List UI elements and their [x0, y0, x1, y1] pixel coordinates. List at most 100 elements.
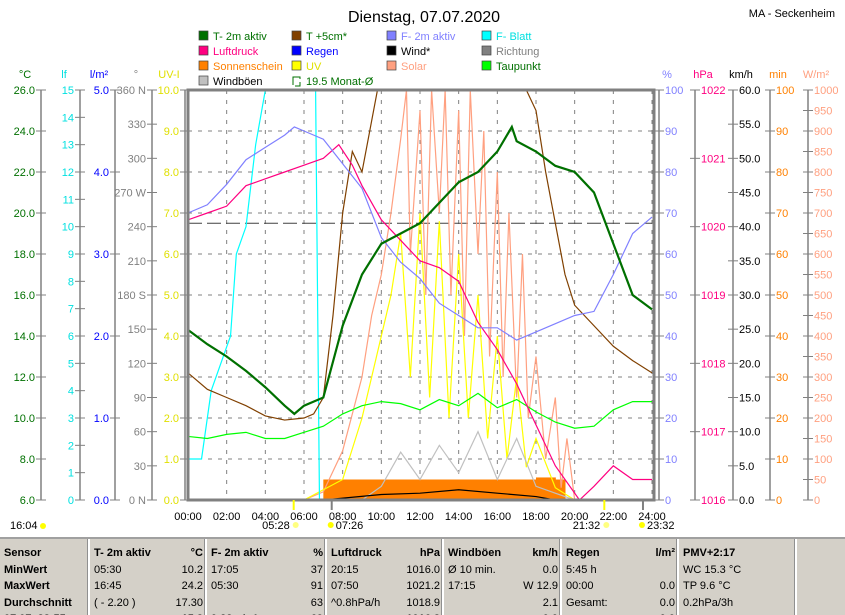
axis-unit-label: lf	[61, 69, 67, 81]
axis-tick-label: 1.0	[164, 454, 179, 466]
x-tick-label: 14:00	[445, 511, 473, 523]
sun-icon	[603, 522, 610, 528]
cell-value: 1016.0	[406, 563, 440, 576]
x-tick-label: 16:00	[484, 511, 512, 523]
table-column	[795, 539, 845, 615]
cell-value: 69	[311, 611, 323, 615]
series-sonnenschein-bar	[400, 479, 421, 500]
table-cell: 9.83 g/m³ 69	[211, 611, 323, 615]
cell-value: 91	[310, 580, 323, 592]
axis-tick-label: 30	[665, 372, 677, 384]
legend-label: F- 2m aktiv	[401, 31, 456, 43]
axis-tick-label: 1021	[701, 153, 725, 165]
axis-tick-label: 5	[68, 358, 74, 370]
axis-tick-label: 50	[776, 290, 788, 302]
cell-label: Luftdruck	[331, 547, 382, 559]
legend-swatch	[291, 45, 302, 56]
cell-value: 63	[310, 596, 323, 609]
axis-tick-label: 450	[814, 311, 832, 323]
legend-label: T +5cm*	[306, 31, 348, 43]
legend-label: Richtung	[496, 46, 539, 58]
legend-swatch	[386, 30, 397, 41]
table-cell: 15.3	[94, 611, 203, 615]
axis-tick-label: 20	[665, 413, 677, 425]
cell-value: 0.0	[659, 580, 675, 592]
table-cell: 17:15 W 12.9	[448, 578, 558, 594]
table-cell: 0.0	[566, 611, 675, 615]
axis-unit-label: min	[769, 69, 787, 81]
axis-tick-label: 1020	[701, 222, 725, 234]
legend-label: Luftdruck	[213, 46, 259, 58]
table-cell: MaxWert	[4, 578, 84, 594]
table-cell: 16:45 24.2	[94, 578, 203, 594]
cell-value: %	[313, 547, 323, 559]
series-uv-line	[188, 212, 652, 500]
axis-unit-label: hPa	[693, 69, 713, 81]
axis-tick-label: 1018	[701, 358, 725, 370]
axis-tick-label: 50.0	[739, 153, 760, 165]
legend-label: Windböen	[213, 76, 263, 88]
axis-tick-label: 90	[665, 126, 677, 138]
axis-tick-label: 20.0	[739, 358, 760, 370]
cell-label: 17:15	[448, 580, 476, 592]
table-cell: 2.1	[448, 595, 558, 611]
axis-tick-label: 7	[68, 304, 74, 316]
x-tick-label: 12:00	[406, 511, 434, 523]
axis-tick-label: 6	[68, 331, 74, 343]
series-sonnenschein-bar	[362, 479, 382, 500]
table-cell: MinWert	[4, 562, 84, 578]
series-t-2m-aktiv-line	[188, 124, 653, 416]
axis-tick-label: 26.0	[14, 85, 35, 97]
legend-label: Sonnenschein	[213, 61, 283, 73]
x-tick-label: 18:00	[522, 511, 550, 523]
cell-label: Windböen	[448, 547, 502, 559]
series-luftdruck-line	[188, 143, 652, 500]
axis-tick-label: 100	[665, 85, 683, 97]
axis-tick-label: 0	[814, 495, 820, 507]
axis-tick-label: 13	[62, 140, 74, 152]
axis-tick-label: 3.0	[94, 249, 109, 261]
axis-tick-label: 1	[68, 468, 74, 480]
cell-value: 1016.3	[406, 611, 440, 615]
cell-label: F- 2m aktiv	[211, 547, 269, 559]
x-tick-label: 20:00	[561, 511, 589, 523]
axis-tick-label: 0	[665, 495, 671, 507]
axis-tick-label: 10.0	[739, 427, 760, 439]
legend-label: UV	[306, 61, 322, 73]
axis-tick-label: 35.0	[739, 256, 760, 268]
cell-value: 2.1	[542, 596, 558, 609]
table-cell: 1016.3	[331, 611, 440, 615]
axis-tick-label: 300	[128, 153, 146, 165]
table-column: Sensor MinWert MaxWert Durchschnitt 07.07. 2…	[0, 539, 88, 615]
axis-tick-label: 0	[776, 495, 782, 507]
axis-tick-label: 1022	[701, 85, 725, 97]
sunrise-time: 05:28	[262, 520, 290, 532]
axis-tick-label: 0.0	[739, 495, 754, 507]
series-t-5cm-line	[188, 90, 653, 421]
legend-swatch	[291, 30, 302, 41]
axis-tick-label: 1.0	[94, 413, 109, 425]
legend-swatch	[481, 30, 492, 41]
cell-label: 17:05	[211, 563, 239, 576]
axis-tick-label: 250	[814, 393, 832, 405]
legend-swatch	[198, 30, 209, 41]
cell-label: 20:15	[331, 563, 359, 576]
axis-tick-label: 7.0	[164, 208, 179, 220]
axis-tick-label: 180 S	[117, 290, 146, 302]
chart-title: Dienstag, 07.07.2020	[348, 9, 500, 26]
axis-tick-label: 3	[68, 413, 74, 425]
table-cell: 5:45 h	[566, 562, 675, 578]
series-sonnenschein-bar	[439, 479, 460, 500]
axis-tick-label: 60	[665, 249, 677, 261]
axis-tick-label: 6.0	[164, 249, 179, 261]
axis-unit-label: %	[662, 69, 672, 81]
table-cell: Durchschnitt	[4, 595, 84, 611]
table-column: F- 2m aktiv% 17:05 37 05:30 91 63 9.83 g/m³ 69	[205, 539, 327, 615]
axis-unit-label: km/h	[729, 69, 753, 81]
x-tick-label: 24:00	[638, 511, 666, 523]
axis-tick-label: 12.0	[14, 372, 35, 384]
cell-label: Regen	[566, 547, 600, 559]
x-axis: 00:00 02:00 04:00 06:00 08:00 10:00 12:00 14:00…	[174, 511, 666, 523]
moonset-time: 07:26	[336, 520, 364, 532]
table-cell: TP 9.6 °C	[683, 578, 793, 594]
